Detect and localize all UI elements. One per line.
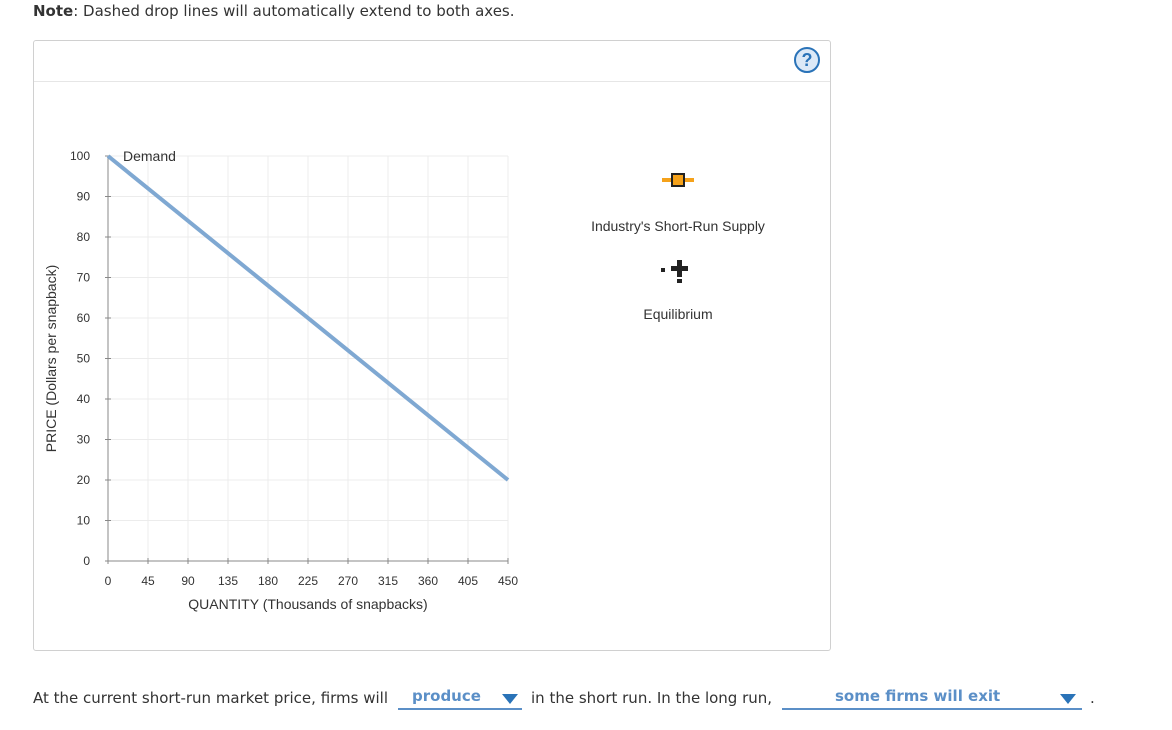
x-tick-label-405: 405	[458, 574, 478, 588]
x-tick-label-225: 225	[298, 574, 318, 588]
y-tick-label-90: 90	[77, 190, 91, 204]
y-tick-label-30: 30	[77, 433, 91, 447]
y-tick-label-60: 60	[77, 311, 91, 325]
series: Demand	[106, 148, 510, 482]
chart-area[interactable]: 0 10 20 30 40 50 60 70 80 90 100 0 45 90 135 180 225 270 3…	[34, 41, 832, 652]
axes	[105, 155, 509, 564]
tick-labels: 0 10 20 30 40 50 60 70 80 90 100 0 45 90 135 180 225 270 3…	[70, 149, 518, 588]
x-tick-label-450: 450	[498, 574, 518, 588]
note-label: Note	[33, 2, 74, 20]
firms-action-value: produce	[412, 687, 481, 705]
x-tick-label-270: 270	[338, 574, 358, 588]
y-tick-label-100: 100	[70, 149, 90, 163]
note-body: : Dashed drop lines will automatically e…	[73, 2, 515, 20]
y-tick-label-10: 10	[77, 514, 91, 528]
y-axis-label: PRICE (Dollars per snapback)	[43, 265, 59, 453]
chevron-down-icon	[502, 694, 518, 704]
note-text: Note: Dashed drop lines will automatical…	[33, 2, 515, 20]
y-tick-label-40: 40	[77, 392, 91, 406]
x-axis-label: QUANTITY (Thousands of snapbacks)	[188, 596, 427, 612]
y-tick-label-80: 80	[77, 230, 91, 244]
long-run-dropdown[interactable]: some firms will exit	[782, 687, 1082, 710]
y-tick-label-50: 50	[77, 352, 91, 366]
help-icon[interactable]: ?	[794, 47, 820, 73]
x-tick-label-135: 135	[218, 574, 238, 588]
cross-plus-icon[interactable]	[661, 260, 691, 284]
y-tick-label-20: 20	[77, 473, 91, 487]
question-part2: in the short run. In the long run,	[531, 689, 773, 707]
question-end: .	[1090, 689, 1095, 707]
grid-lines	[108, 155, 509, 561]
orange-square-marker-icon[interactable]	[661, 171, 695, 189]
graph-panel: ? 0 10 20 30 40 50 60 70 80 90 100 0 45 90 135 180 225 27…	[33, 40, 831, 651]
x-tick-label-0: 0	[105, 574, 112, 588]
legend-equilibrium-label: Equilibrium	[643, 306, 713, 322]
y-tick-label-70: 70	[77, 271, 91, 285]
x-tick-label-180: 180	[258, 574, 278, 588]
x-tick-label-315: 315	[378, 574, 398, 588]
chevron-down-icon	[1060, 694, 1076, 704]
long-run-value: some firms will exit	[835, 687, 1001, 705]
x-tick-label-45: 45	[141, 574, 155, 588]
panel-header: ?	[34, 41, 830, 82]
x-tick-label-360: 360	[418, 574, 438, 588]
firms-action-dropdown[interactable]: produce	[398, 687, 522, 710]
demand-curve	[106, 154, 510, 482]
question-part1: At the current short-run market price, f…	[33, 689, 389, 707]
demand-curve-label: Demand	[123, 148, 176, 164]
y-tick-label-0: 0	[83, 554, 90, 568]
x-tick-label-90: 90	[181, 574, 195, 588]
legend-supply-label: Industry's Short-Run Supply	[591, 218, 765, 234]
